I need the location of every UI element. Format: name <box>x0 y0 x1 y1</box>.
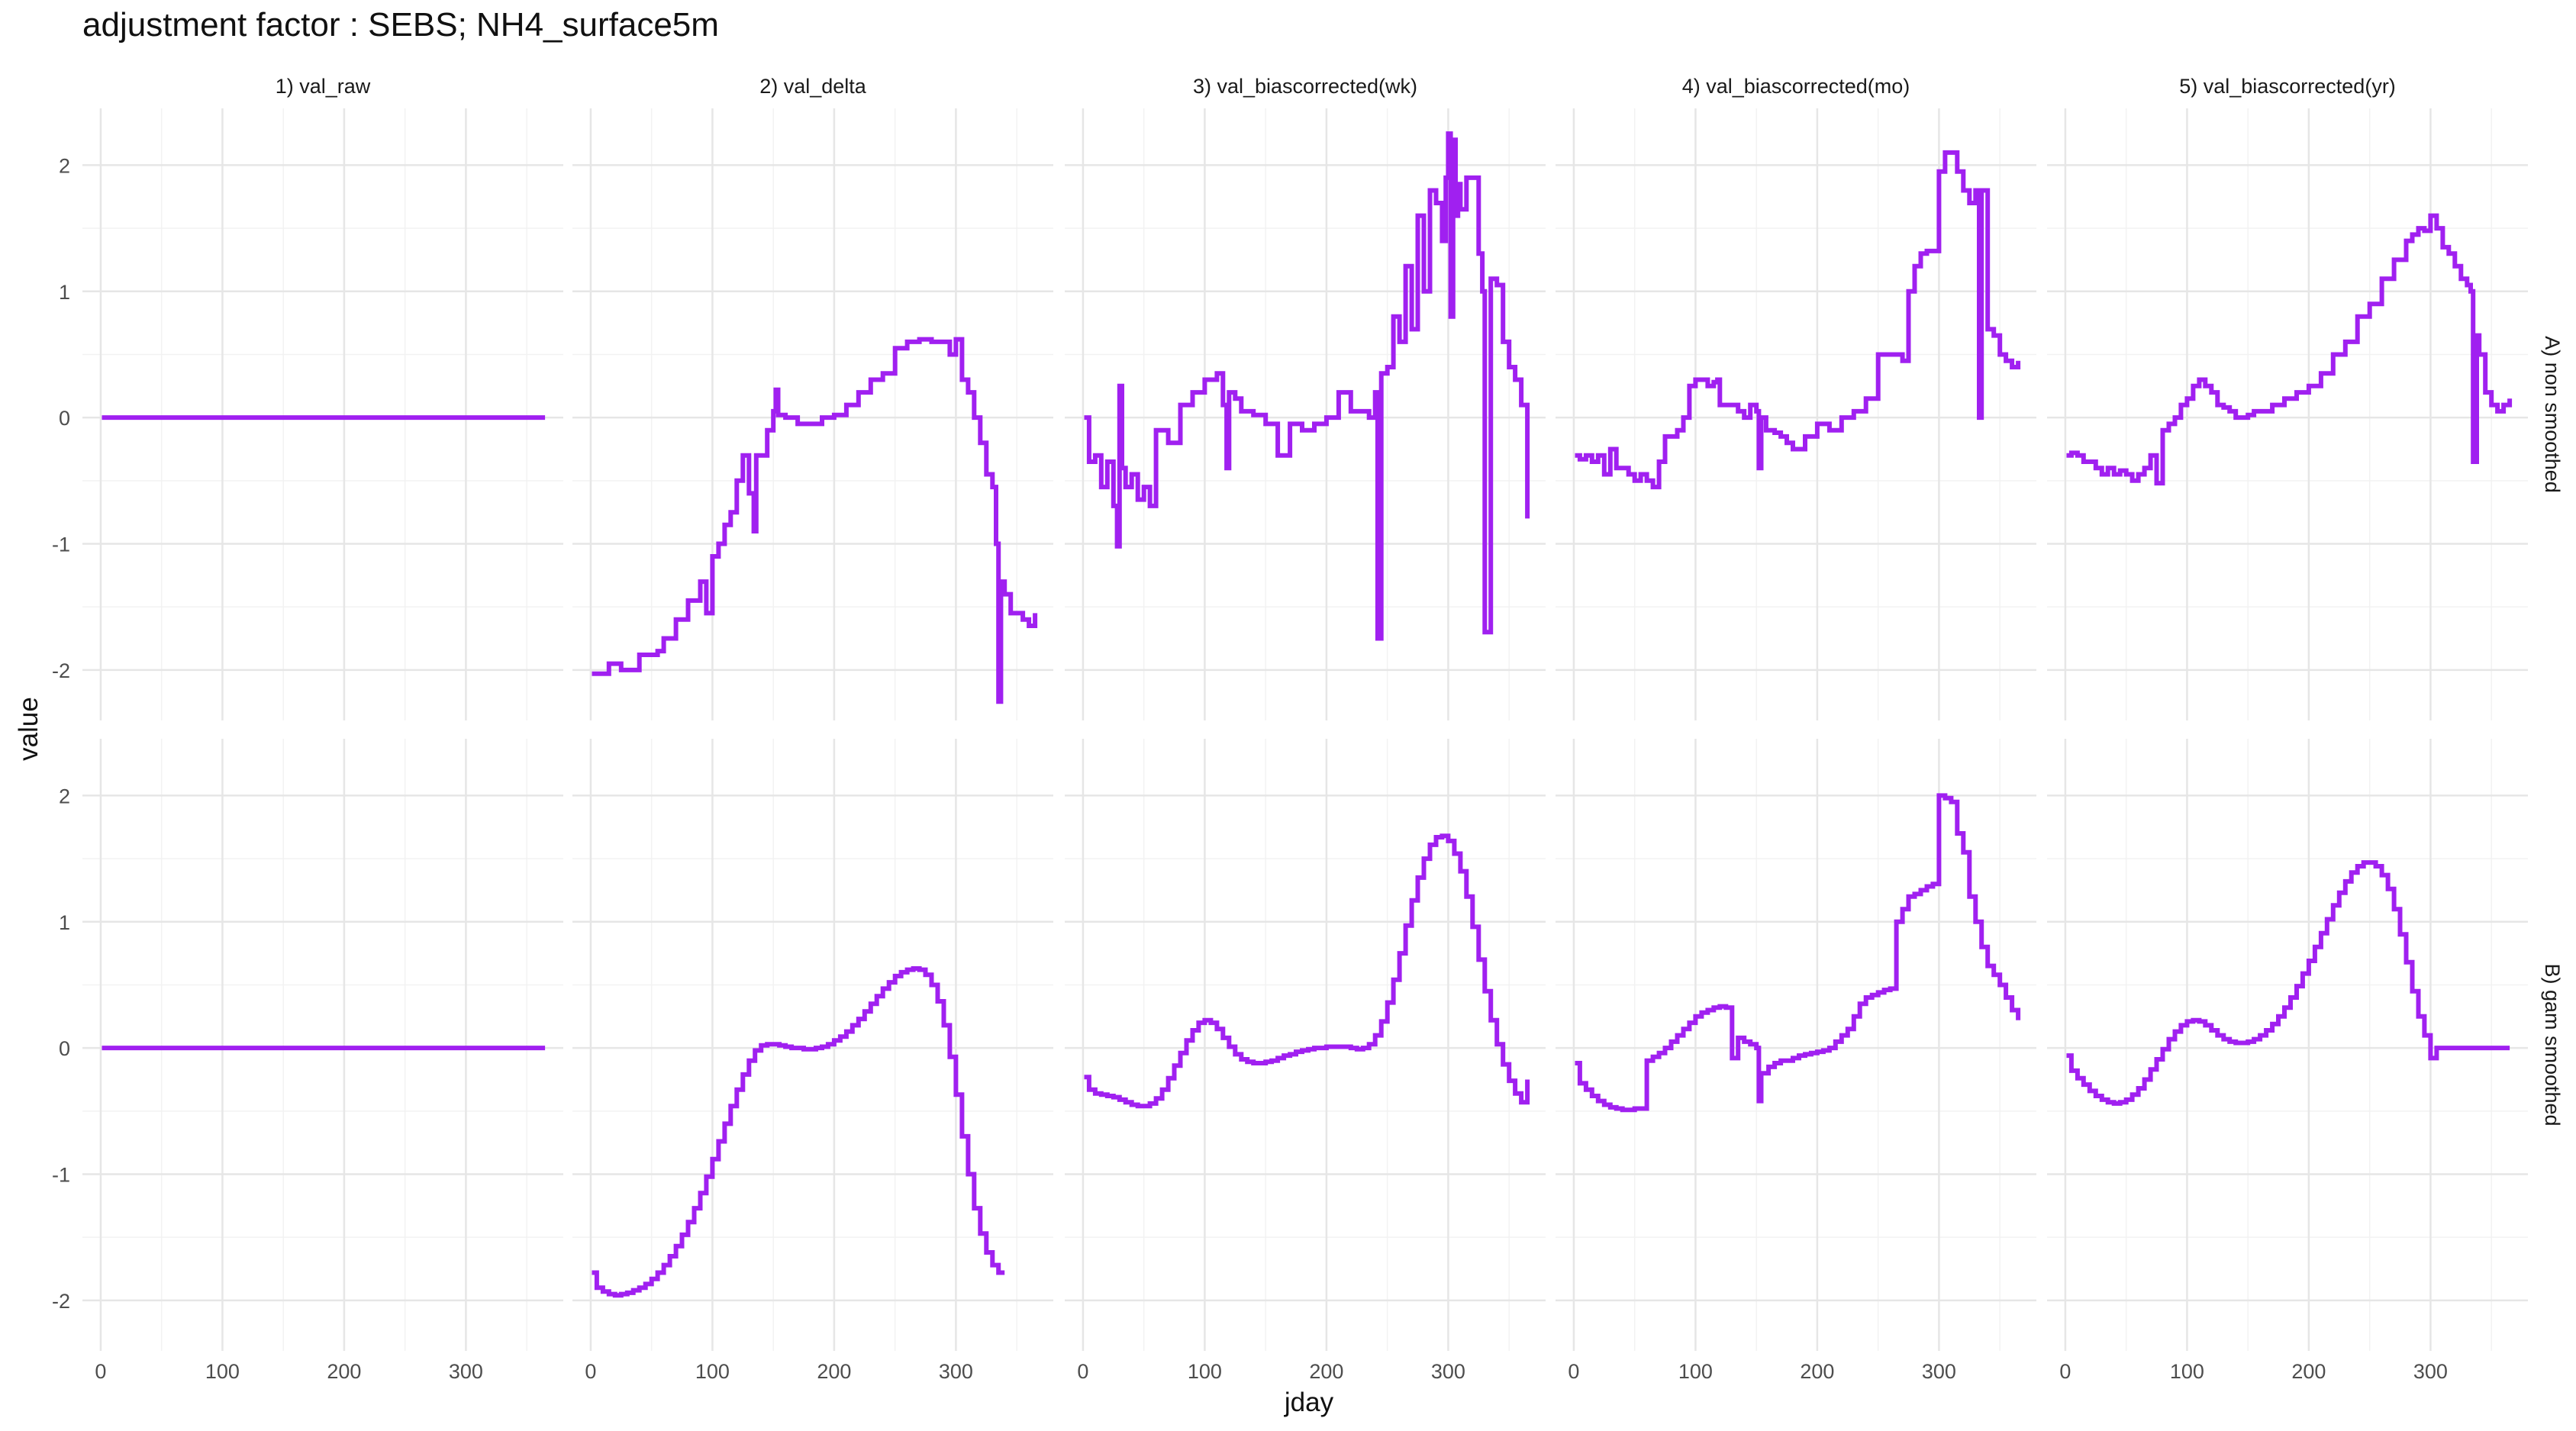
facet-row-label: A) non smoothed <box>2541 336 2564 493</box>
y-tick-label: 0 <box>59 407 70 430</box>
facet-column-label: 3) val_biascorrected(wk) <box>1193 75 1417 98</box>
x-tick-label: 200 <box>1309 1360 1343 1383</box>
x-tick-label: 0 <box>95 1360 106 1383</box>
series-line <box>2066 860 2510 1106</box>
facet-column-label: 2) val_delta <box>759 75 867 98</box>
facet-column-label: 1) val_raw <box>276 75 371 98</box>
x-tick-label: 100 <box>1678 1360 1713 1383</box>
series-line <box>1084 833 1530 1109</box>
y-tick-label: 2 <box>59 785 70 807</box>
series-line <box>592 966 1005 1298</box>
facet-column-label: 5) val_biascorrected(yr) <box>2179 75 2396 98</box>
y-tick-label: -2 <box>52 659 70 682</box>
x-tick-label: 300 <box>2413 1360 2448 1383</box>
series-line <box>1575 150 2021 490</box>
x-tick-label: 0 <box>2059 1360 2071 1383</box>
series-line <box>2066 213 2513 486</box>
y-tick-label: -2 <box>52 1290 70 1313</box>
x-tick-label: 300 <box>1431 1360 1465 1383</box>
y-tick-label: 0 <box>59 1037 70 1060</box>
x-tick-label: 200 <box>817 1360 851 1383</box>
x-axis-label: jday <box>1284 1387 1334 1417</box>
x-tick-label: 300 <box>1922 1360 1956 1383</box>
x-tick-label: 100 <box>695 1360 730 1383</box>
series-line <box>592 337 1038 704</box>
x-tick-label: 100 <box>1188 1360 1222 1383</box>
y-tick-label: 1 <box>59 911 70 934</box>
x-tick-label: 300 <box>449 1360 483 1383</box>
y-tick-label: -1 <box>52 1163 70 1186</box>
x-tick-label: 100 <box>2170 1360 2204 1383</box>
x-tick-label: 0 <box>1077 1360 1088 1383</box>
x-tick-label: 100 <box>205 1360 240 1383</box>
x-tick-label: 0 <box>1568 1360 1579 1383</box>
x-tick-label: 200 <box>2291 1360 2326 1383</box>
x-tick-label: 300 <box>939 1360 973 1383</box>
y-tick-label: -1 <box>52 533 70 556</box>
x-tick-label: 0 <box>585 1360 596 1383</box>
y-tick-label: 1 <box>59 281 70 304</box>
facet-row-label: B) gam smoothed <box>2541 963 2564 1126</box>
series-line <box>1084 131 1530 641</box>
chart-title: adjustment factor : SEBS; NH4_surface5m <box>82 6 719 44</box>
facet-column-label: 4) val_biascorrected(mo) <box>1682 75 1910 98</box>
y-tick-label: 2 <box>59 154 70 177</box>
x-tick-label: 200 <box>327 1360 361 1383</box>
x-tick-label: 200 <box>1800 1360 1834 1383</box>
series-line <box>1575 793 2021 1113</box>
